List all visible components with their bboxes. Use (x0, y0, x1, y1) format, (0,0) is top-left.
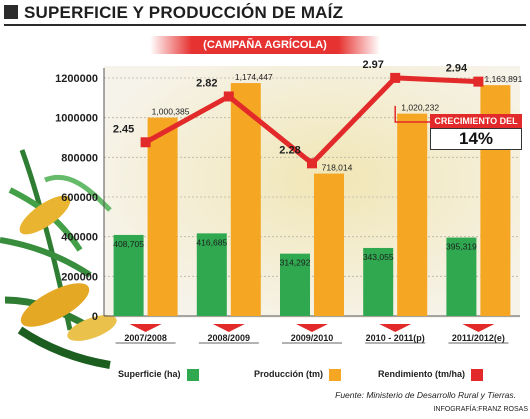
title-bar: SUPERFICIE Y PRODUCCIÓN DE MAÍZ (0, 0, 530, 26)
label-produccion: 1,020,232 (401, 103, 439, 113)
bar-superficie (446, 237, 477, 316)
yield-point (140, 137, 151, 148)
x-category-label: 2009/2010 (291, 333, 334, 343)
x-category-label: 2011/2012(e) (452, 333, 505, 343)
y-tick-label: 1200000 (55, 73, 98, 85)
label-superficie: 408,705 (113, 239, 144, 249)
yield-label: 2.94 (446, 63, 468, 75)
label-superficie: 416,685 (196, 237, 227, 247)
yield-label: 2.97 (362, 59, 383, 71)
category-marker (296, 324, 328, 332)
bar-produccion (314, 173, 344, 316)
yield-point (390, 72, 401, 83)
title-square-icon (4, 5, 18, 19)
y-tick-label: 600000 (61, 192, 98, 204)
y-tick-label: 1000000 (55, 113, 98, 125)
label-superficie: 343,055 (363, 252, 394, 262)
credit-note: INFOGRAFÍA:FRANZ ROSAS (433, 406, 528, 413)
legend-label-rendimiento: Rendimiento (tm/ha) (378, 369, 465, 379)
bar-produccion (147, 117, 178, 317)
legend-swatch-rendimiento (471, 368, 483, 381)
yield-point (473, 76, 484, 87)
category-marker (129, 324, 162, 332)
campaign-banner: (CAMPAÑA AGRÍCOLA) (150, 36, 380, 54)
yield-label: 2.45 (113, 123, 134, 135)
yield-label: 2.82 (196, 77, 217, 89)
y-tick-label: 800000 (61, 152, 98, 164)
page-title: SUPERFICIE Y PRODUCCIÓN DE MAÍZ (24, 3, 344, 22)
bar-superficie (113, 234, 144, 316)
label-produccion: 1,174,447 (235, 72, 273, 82)
bar-superficie (280, 253, 310, 316)
bar-produccion (230, 83, 261, 316)
y-tick-label: 0 (92, 311, 98, 323)
y-axis-ticks: 0 200000 400000 600000 800000 1000000 1200000 (55, 73, 98, 323)
legend-swatch-superficie (186, 368, 199, 381)
label-produccion: 718,014 (322, 163, 353, 173)
x-category-label: 2010 - 2011(p) (366, 333, 425, 343)
label-superficie: 314,292 (280, 258, 311, 268)
x-axis-categories: 2007/2008 2008/2009 2009/2010 2010 - 2011(p… (115, 324, 509, 344)
label-produccion: 1,163,891 (484, 74, 522, 84)
legend-superficie: Superficie (ha) (118, 366, 199, 382)
yield-line: 2.45 2.82 2.28 2.97 2.94 (113, 59, 484, 169)
title-rule (4, 24, 526, 26)
y-tick-label: 400000 (61, 232, 98, 244)
category-marker (379, 324, 412, 332)
yield-label: 2.28 (279, 144, 300, 156)
legend-swatch-produccion (329, 368, 341, 381)
growth-callout-value: 14% (430, 128, 522, 150)
label-superficie: 395,319 (446, 242, 477, 252)
label-produccion: 1,000,385 (152, 107, 190, 117)
growth-callout-title: CRECIMIENTO DEL (430, 114, 522, 128)
legend-produccion: Producción (tm) (254, 366, 341, 382)
legend-label-superficie: Superficie (ha) (118, 369, 181, 379)
source-note: Fuente: Ministerio de Desarrollo Rural y… (335, 390, 516, 400)
bar-superficie (196, 233, 227, 316)
y-tick-label: 200000 (61, 271, 98, 283)
bar-superficie (363, 247, 394, 316)
category-marker (212, 324, 245, 332)
corn-plant-icon (0, 149, 117, 369)
growth-callout: CRECIMIENTO DEL 14% (430, 114, 522, 152)
yield-point (223, 91, 234, 102)
x-category-label: 2007/2008 (124, 333, 167, 343)
category-marker (462, 324, 495, 332)
legend-label-produccion: Producción (tm) (254, 369, 323, 379)
yield-point (307, 158, 317, 169)
bar-produccion (397, 113, 428, 316)
legend-rendimiento: Rendimiento (tm/ha) (378, 366, 483, 382)
x-category-label: 2008/2009 (208, 333, 251, 343)
callout-pointer (394, 105, 430, 123)
